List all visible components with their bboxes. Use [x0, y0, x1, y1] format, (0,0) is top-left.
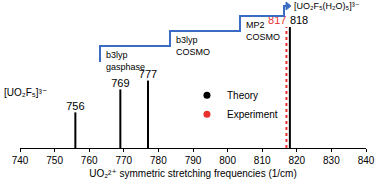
svg-text:740: 740 [12, 155, 29, 166]
svg-text:[UO₂F₅(H₂O)₅]³⁻: [UO₂F₅(H₂O)₅]³⁻ [294, 1, 360, 11]
svg-text:800: 800 [219, 155, 236, 166]
svg-text:b3lypgasphase: b3lypgasphase [106, 50, 145, 72]
svg-text:840: 840 [358, 155, 375, 166]
svg-text:770: 770 [115, 155, 132, 166]
svg-text:750: 750 [46, 155, 63, 166]
svg-text:820: 820 [288, 155, 305, 166]
svg-text:830: 830 [323, 155, 340, 166]
svg-text:b3lypCOSMO: b3lypCOSMO [176, 35, 210, 57]
svg-text:777: 777 [139, 68, 157, 80]
svg-text:790: 790 [185, 155, 202, 166]
svg-text:810: 810 [254, 155, 271, 166]
svg-text:769: 769 [111, 77, 129, 89]
svg-text:Theory: Theory [227, 90, 258, 101]
svg-text:Experiment: Experiment [227, 109, 278, 120]
svg-text:760: 760 [81, 155, 98, 166]
svg-text:817: 817 [268, 14, 286, 26]
svg-text:UO₂²⁺ symmetric stretching fre: UO₂²⁺ symmetric stretching frequencies (… [89, 168, 297, 179]
svg-text:756: 756 [66, 100, 84, 112]
svg-text:[UO₂F₅]³⁻: [UO₂F₅]³⁻ [4, 87, 47, 98]
svg-text:818: 818 [290, 14, 308, 26]
svg-text:MP2COSMO: MP2COSMO [246, 20, 280, 42]
svg-text:780: 780 [150, 155, 167, 166]
